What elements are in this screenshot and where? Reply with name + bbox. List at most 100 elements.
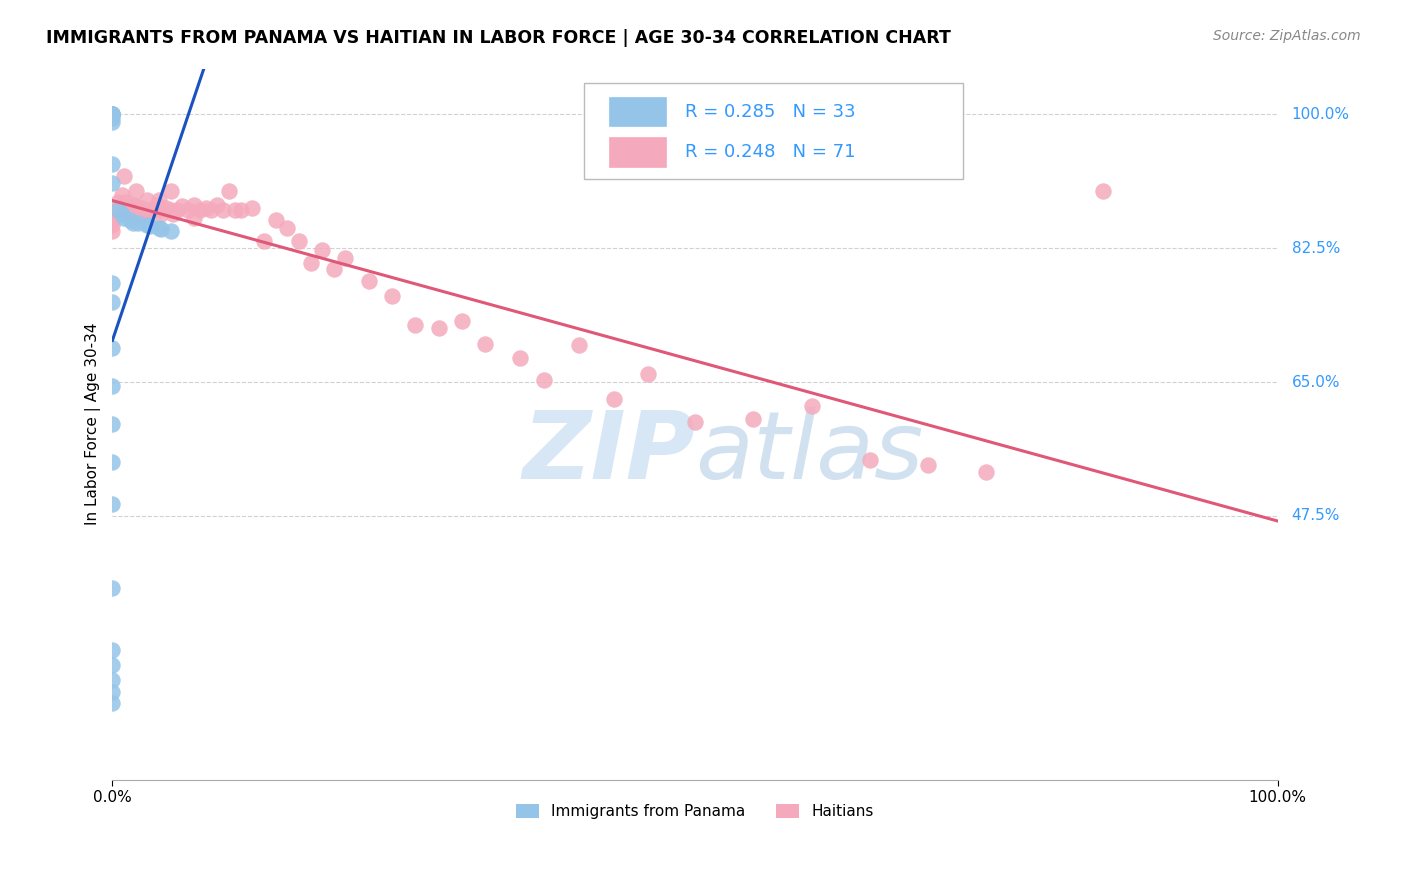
Text: Source: ZipAtlas.com: Source: ZipAtlas.com <box>1213 29 1361 43</box>
Point <box>125 199 148 213</box>
Point <box>335 251 357 265</box>
Point <box>101 657 124 672</box>
Point <box>288 234 311 248</box>
Point <box>404 318 426 332</box>
Point <box>1091 184 1114 198</box>
Point <box>101 497 124 511</box>
Point <box>162 207 184 221</box>
Point <box>200 202 222 217</box>
Point <box>207 197 229 211</box>
Point <box>101 276 124 290</box>
Point <box>138 219 160 233</box>
Point <box>107 195 129 210</box>
Point <box>299 256 322 270</box>
Point <box>127 216 149 230</box>
Point <box>101 115 124 129</box>
Point <box>155 201 177 215</box>
Point <box>112 169 135 183</box>
Point <box>253 234 276 248</box>
Point <box>172 199 194 213</box>
Text: 47.5%: 47.5% <box>1292 508 1340 524</box>
Point <box>101 642 124 657</box>
Point <box>224 202 246 217</box>
Point <box>101 107 124 121</box>
Point <box>122 216 145 230</box>
FancyBboxPatch shape <box>609 96 666 127</box>
Point <box>101 210 124 224</box>
Point <box>101 107 124 121</box>
Point <box>101 219 124 233</box>
Point <box>159 184 181 198</box>
Point <box>357 274 380 288</box>
Point <box>322 261 344 276</box>
Point <box>134 205 156 219</box>
Point <box>148 193 170 207</box>
Point <box>451 314 474 328</box>
Point <box>101 176 124 190</box>
Point <box>240 201 263 215</box>
Point <box>276 220 298 235</box>
Point <box>148 220 170 235</box>
Text: R = 0.285   N = 33: R = 0.285 N = 33 <box>685 103 855 120</box>
Point <box>101 107 124 121</box>
Point <box>125 207 148 221</box>
Point <box>118 202 141 217</box>
Point <box>101 673 124 688</box>
Point <box>976 465 998 479</box>
Point <box>533 374 555 388</box>
Text: ZIP: ZIP <box>522 407 695 499</box>
Point <box>138 202 160 217</box>
Point <box>101 107 124 121</box>
Point <box>101 455 124 469</box>
Point <box>381 289 404 303</box>
Point <box>264 213 287 227</box>
Point <box>101 379 124 393</box>
Point <box>159 202 181 217</box>
Point <box>311 244 333 258</box>
Point <box>107 202 129 217</box>
Point <box>166 202 188 217</box>
Point <box>188 202 211 217</box>
Point <box>183 197 205 211</box>
Point <box>115 195 138 210</box>
Point <box>131 201 153 215</box>
Text: 82.5%: 82.5% <box>1292 241 1340 256</box>
Point <box>112 211 135 225</box>
Point <box>127 202 149 217</box>
Point <box>800 400 823 414</box>
Point <box>101 107 124 121</box>
Text: 100.0%: 100.0% <box>1292 107 1350 122</box>
Point <box>101 112 124 126</box>
Point <box>177 202 200 217</box>
Point <box>101 341 124 355</box>
Point <box>125 184 148 198</box>
Point <box>567 338 589 352</box>
Point <box>101 205 124 219</box>
Y-axis label: In Labor Force | Age 30-34: In Labor Force | Age 30-34 <box>86 323 101 525</box>
Point <box>101 214 124 228</box>
Point <box>229 202 252 217</box>
Point <box>742 411 765 425</box>
Point <box>159 224 181 238</box>
Point <box>101 224 124 238</box>
Point <box>427 321 450 335</box>
Legend: Immigrants from Panama, Haitians: Immigrants from Panama, Haitians <box>510 798 880 825</box>
Point <box>148 202 170 217</box>
Point <box>183 211 205 225</box>
Point <box>101 684 124 698</box>
Point <box>111 187 134 202</box>
Text: atlas: atlas <box>695 407 924 498</box>
Point <box>917 458 939 472</box>
Point <box>218 184 240 198</box>
Point <box>150 207 173 221</box>
Point <box>118 213 141 227</box>
Point <box>101 157 124 171</box>
Point <box>101 417 124 431</box>
Point <box>101 294 124 309</box>
Point <box>122 197 145 211</box>
Point <box>101 201 124 215</box>
Point <box>145 197 167 211</box>
Point <box>194 201 217 215</box>
Point <box>509 351 531 365</box>
Text: 65.0%: 65.0% <box>1292 375 1340 390</box>
